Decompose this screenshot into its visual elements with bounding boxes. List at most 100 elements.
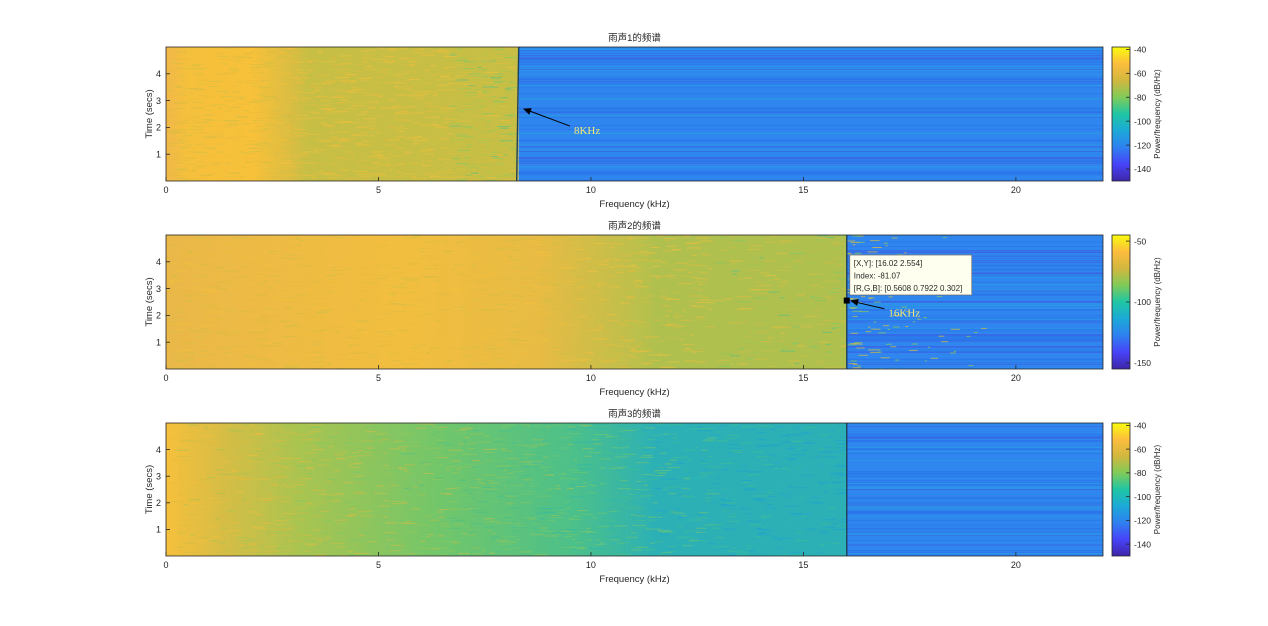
spectral-speckle [657, 365, 672, 367]
spectral-speckle [503, 159, 509, 161]
spectral-speckle [621, 430, 626, 432]
spectral-speckle [530, 485, 536, 487]
spectral-speckle [415, 535, 429, 537]
spectral-speckle [209, 318, 218, 320]
spectral-speckle [477, 164, 492, 166]
spectral-speckle [826, 499, 835, 500]
spectral-speckle [251, 542, 266, 544]
spectral-speckle [275, 148, 281, 150]
spectral-speckle [399, 130, 405, 132]
datatip-marker[interactable] [843, 297, 850, 304]
spectral-speckle [401, 279, 411, 281]
spectral-speckle [408, 117, 413, 119]
spectral-speckle [510, 164, 520, 165]
spectral-speckle [303, 68, 316, 70]
spectral-speckle [427, 534, 433, 536]
spectral-speckle [199, 132, 213, 134]
spectral-speckle [648, 439, 656, 441]
spectral-speckle [287, 146, 301, 148]
spectral-speckle [777, 428, 783, 430]
spectral-speckle [561, 324, 574, 326]
spectral-speckle [681, 515, 687, 517]
spectral-speckle [398, 277, 408, 279]
cutoff-stripe [846, 289, 1103, 291]
spectral-speckle [520, 501, 529, 503]
spectral-speckle [455, 109, 461, 111]
spectral-speckle [332, 59, 337, 61]
spectral-speckle [377, 345, 386, 347]
spectral-speckle [296, 534, 302, 536]
spectral-speckle [479, 236, 484, 238]
spectral-speckle [171, 86, 175, 88]
cutoff-stripe [518, 158, 1103, 160]
spectral-speckle [662, 433, 669, 435]
spectral-speckle [309, 296, 322, 298]
spectral-speckle [584, 455, 592, 457]
spectral-speckle [284, 160, 293, 162]
spectral-speckle [191, 550, 198, 552]
spectral-speckle [789, 253, 804, 254]
spectral-speckle [311, 241, 325, 243]
cutoff-stripe [846, 358, 1103, 361]
spectral-speckle [811, 462, 820, 463]
spectral-speckle [801, 551, 811, 553]
spectral-speckle [550, 455, 561, 457]
spectral-speckle [633, 502, 646, 504]
spectral-speckle [220, 365, 229, 367]
spectral-speckle [791, 555, 805, 556]
spectral-speckle [664, 249, 669, 251]
spectral-speckle [689, 305, 697, 307]
spectral-speckle [486, 294, 502, 296]
spectral-speckle [358, 496, 365, 498]
spectral-speckle [646, 279, 652, 281]
spectral-speckle [276, 520, 288, 521]
spectral-speckle [173, 263, 177, 265]
spectral-speckle [294, 162, 304, 164]
spectral-speckle [644, 432, 657, 434]
spectral-speckle [299, 519, 312, 521]
spectral-speckle [624, 467, 637, 469]
spectral-speckle [859, 311, 869, 313]
spectral-speckle [450, 509, 455, 511]
spectral-speckle [188, 117, 201, 119]
spectral-speckle [507, 146, 516, 148]
spectral-speckle [909, 349, 918, 351]
spectral-speckle [321, 162, 326, 164]
spectral-speckle [177, 441, 189, 443]
spectral-speckle [362, 61, 367, 63]
spectral-speckle [515, 335, 527, 337]
spectral-speckle [197, 540, 209, 542]
spectral-speckle [243, 464, 251, 466]
spectral-speckle [376, 331, 392, 333]
spectral-speckle [386, 48, 395, 50]
spectral-speckle [463, 157, 471, 159]
spectral-speckle [211, 482, 225, 484]
spectral-speckle [789, 525, 796, 527]
spectral-speckle [403, 169, 410, 170]
spectral-speckle [344, 89, 360, 91]
spectral-speckle [545, 531, 557, 533]
spectral-speckle [600, 431, 613, 433]
spectral-speckle [462, 83, 476, 85]
spectral-speckle [357, 553, 369, 555]
spectral-speckle [467, 84, 475, 86]
spectral-speckle [413, 545, 426, 547]
spectral-speckle [281, 531, 290, 533]
spectral-speckle [392, 501, 405, 503]
spectral-speckle [445, 540, 455, 542]
spectral-speckle [349, 506, 360, 508]
spectral-speckle [186, 47, 197, 49]
spectral-speckle [323, 61, 336, 63]
spectral-speckle [243, 162, 257, 164]
spectral-speckle [416, 257, 427, 259]
cutoff-stripe [846, 516, 1103, 518]
spectral-speckle [442, 122, 450, 124]
spectral-speckle [731, 424, 738, 426]
spectral-speckle [456, 432, 469, 434]
spectral-speckle [334, 167, 349, 169]
spectral-speckle [326, 275, 337, 277]
spectral-speckle [525, 457, 529, 459]
spectral-speckle [277, 138, 282, 140]
spectral-speckle [323, 289, 327, 291]
